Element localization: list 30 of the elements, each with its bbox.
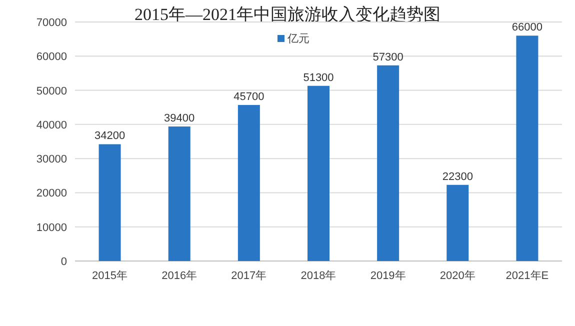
bar [516,36,538,261]
data-label: 45700 [234,90,264,103]
data-label: 57300 [372,51,404,64]
bar [98,144,121,261]
y-tick-label: 20000 [36,188,67,200]
y-tick-label: 40000 [36,119,67,132]
legend-label: 亿元 [286,33,310,45]
x-tick-label: 2017年 [231,270,267,282]
y-tick-label: 70000 [36,17,67,29]
bar [168,126,190,261]
y-tick-label: 0 [60,256,67,268]
x-tick-label: 2018年 [300,270,336,282]
y-tick-label: 30000 [36,154,67,166]
x-tick-label: 2021年E [506,270,549,282]
bar [308,86,330,261]
bar [377,65,400,261]
y-tick-label: 10000 [36,222,67,234]
x-tick-label: 2020年 [440,270,476,282]
data-label: 39400 [164,112,195,124]
bar [446,184,469,261]
data-label: 34200 [94,130,126,142]
data-label: 51300 [303,72,334,84]
x-tick-label: 2015年 [92,270,128,282]
y-tick-label: 50000 [36,85,67,98]
x-tick-label: 2019年 [370,270,406,282]
data-label: 22300 [442,170,473,183]
x-tick-label: 2016年 [162,270,198,282]
y-tick-label: 60000 [36,51,67,64]
data-label: 66000 [512,22,543,34]
bar [238,104,260,261]
